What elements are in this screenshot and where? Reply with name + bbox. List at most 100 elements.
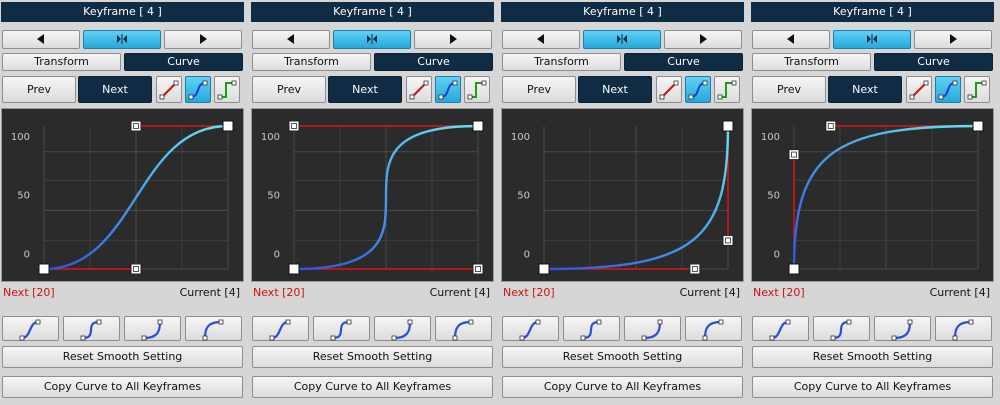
tab-transform[interactable]: Transform: [252, 53, 371, 71]
prev-button[interactable]: Prev: [502, 76, 576, 103]
start-keyframe-point[interactable]: [788, 263, 800, 275]
curve-preset-button[interactable]: [624, 316, 681, 341]
end-keyframe-point[interactable]: [222, 120, 234, 132]
tab-transform[interactable]: Transform: [752, 53, 871, 71]
copy-curve-button[interactable]: Copy Curve to All Keyframes: [502, 376, 743, 398]
step-shape-button[interactable]: [214, 76, 240, 103]
step-shape-button[interactable]: [464, 76, 490, 103]
control-point-inner: [725, 237, 731, 244]
linear-shape-button[interactable]: [156, 76, 182, 103]
graph-grid: [793, 126, 979, 270]
curve-preset-button[interactable]: [874, 316, 931, 341]
y-tick-label: 100: [761, 132, 780, 143]
s-curve-icon: [438, 80, 458, 100]
s-curve-shape-button[interactable]: [685, 76, 711, 103]
prev-keyframe-button[interactable]: [252, 30, 330, 49]
copy-curve-button[interactable]: Copy Curve to All Keyframes: [252, 376, 493, 398]
start-keyframe-point[interactable]: [288, 263, 300, 275]
prev-keyframe-button[interactable]: [502, 30, 580, 49]
keyframe-panel: Keyframe [ 4 ] Transform Curve Prev Next 100 5…: [1, 0, 244, 405]
curve-preset-button[interactable]: [313, 316, 370, 341]
linear-shape-button[interactable]: [656, 76, 682, 103]
start-keyframe-point[interactable]: [538, 263, 550, 275]
end-keyframe-point[interactable]: [972, 120, 984, 132]
panel-title: Keyframe [ 4 ]: [1, 2, 244, 22]
s-curve-shape-button[interactable]: [935, 76, 961, 103]
next-keyframe-button[interactable]: [664, 30, 742, 49]
curve-preset-button[interactable]: [563, 316, 620, 341]
next-button[interactable]: Next: [78, 76, 152, 103]
tab-curve[interactable]: Curve: [124, 53, 243, 71]
easing-curve: [792, 124, 979, 270]
control-point-2[interactable]: [825, 120, 837, 132]
curve-preset-button[interactable]: [374, 316, 431, 341]
s-curve-shape-button[interactable]: [185, 76, 211, 103]
graph-grid: [43, 126, 229, 270]
end-keyframe-point[interactable]: [722, 120, 734, 132]
next-button[interactable]: Next: [328, 76, 402, 103]
control-point-1[interactable]: [130, 263, 142, 275]
reset-smooth-button[interactable]: Reset Smooth Setting: [502, 346, 743, 368]
copy-curve-button[interactable]: Copy Curve to All Keyframes: [752, 376, 993, 398]
mirror-keyframe-button[interactable]: [583, 30, 661, 49]
control-point-2[interactable]: [288, 120, 300, 132]
curve-preset-button[interactable]: [2, 316, 59, 341]
curve-graph[interactable]: 100 50 0: [1, 108, 244, 282]
prev-button[interactable]: Prev: [752, 76, 826, 103]
step-shape-button[interactable]: [714, 76, 740, 103]
curve-preset-button[interactable]: [63, 316, 120, 341]
curve-graph[interactable]: 100 50 0: [751, 108, 994, 282]
next-button[interactable]: Next: [578, 76, 652, 103]
start-keyframe-point[interactable]: [38, 263, 50, 275]
linear-shape-button[interactable]: [406, 76, 432, 103]
curve-preset-button[interactable]: [752, 316, 809, 341]
curve-preset-button[interactable]: [185, 316, 242, 341]
next-keyframe-button[interactable]: [914, 30, 992, 49]
curve-preset-button[interactable]: [124, 316, 181, 341]
control-point-inner: [133, 123, 139, 129]
tab-curve[interactable]: Curve: [624, 53, 743, 71]
prev-button[interactable]: Prev: [2, 76, 76, 103]
tab-curve[interactable]: Curve: [874, 53, 993, 71]
linear-shape-button[interactable]: [906, 76, 932, 103]
ease-in-out-preset-icon: [519, 319, 541, 341]
mirror-keyframe-button[interactable]: [833, 30, 911, 49]
curve-preset-button[interactable]: [252, 316, 309, 341]
prev-keyframe-button[interactable]: [2, 30, 80, 49]
next-keyframe-button[interactable]: [414, 30, 492, 49]
control-point-1[interactable]: [689, 263, 701, 275]
mirror-keyframe-button[interactable]: [333, 30, 411, 49]
reset-smooth-button[interactable]: Reset Smooth Setting: [252, 346, 493, 368]
next-keyframe-label: Next [20]: [3, 286, 55, 299]
curve-graph[interactable]: 100 50 0: [501, 108, 744, 282]
mirror-keyframe-button[interactable]: [83, 30, 161, 49]
copy-curve-button[interactable]: Copy Curve to All Keyframes: [2, 376, 243, 398]
reset-smooth-button[interactable]: Reset Smooth Setting: [2, 346, 243, 368]
step-curve-icon: [217, 80, 237, 100]
current-keyframe-label: Current [4]: [679, 286, 740, 299]
triangle-left-icon: [787, 34, 794, 44]
tab-transform[interactable]: Transform: [502, 53, 621, 71]
control-point-2[interactable]: [722, 234, 734, 246]
control-point-1[interactable]: [472, 263, 484, 275]
s-curve-shape-button[interactable]: [435, 76, 461, 103]
control-point-1[interactable]: [788, 149, 800, 161]
ease-in-preset-icon: [141, 319, 163, 341]
curve-preset-button[interactable]: [685, 316, 742, 341]
tab-transform[interactable]: Transform: [2, 53, 121, 71]
prev-keyframe-button[interactable]: [752, 30, 830, 49]
next-button[interactable]: Next: [828, 76, 902, 103]
next-keyframe-button[interactable]: [164, 30, 242, 49]
curve-preset-button[interactable]: [813, 316, 870, 341]
control-point-2[interactable]: [130, 120, 142, 132]
curve-preset-button[interactable]: [935, 316, 992, 341]
end-keyframe-point[interactable]: [472, 120, 484, 132]
prev-button[interactable]: Prev: [252, 76, 326, 103]
step-shape-button[interactable]: [964, 76, 990, 103]
curve-preset-button[interactable]: [502, 316, 559, 341]
curve-preset-button[interactable]: [435, 316, 492, 341]
tab-curve[interactable]: Curve: [374, 53, 493, 71]
reset-smooth-button[interactable]: Reset Smooth Setting: [752, 346, 993, 368]
curve-graph[interactable]: 100 50 0: [251, 108, 494, 282]
control-point-inner: [291, 123, 297, 129]
